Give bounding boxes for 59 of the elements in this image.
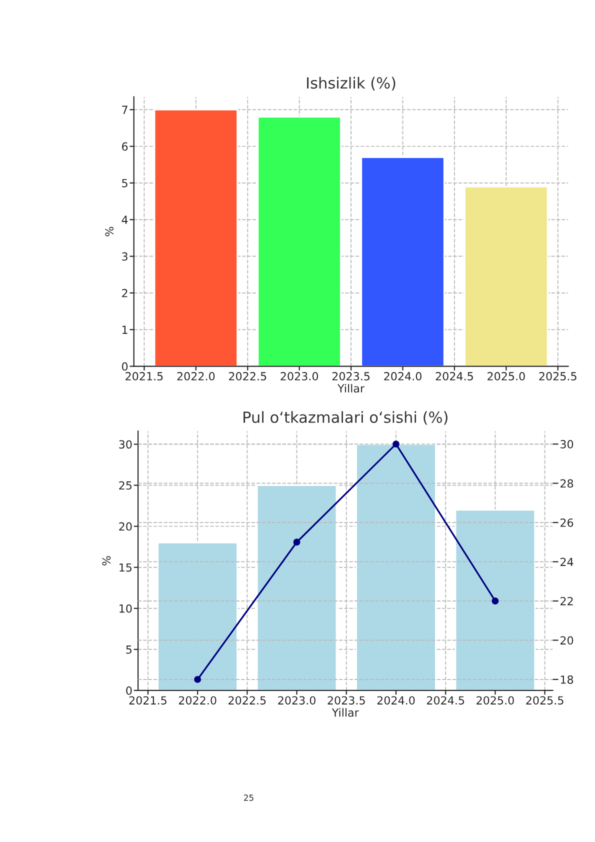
y-tick-label: 15 <box>120 563 132 572</box>
bar <box>257 116 342 366</box>
x-tick-label: 2021.5 <box>126 372 163 380</box>
y2-tick-label: 22 <box>560 596 573 606</box>
y2-tick-label: 24 <box>560 558 574 566</box>
y-tick-label: 6 <box>122 142 128 151</box>
y-tick-label: 20 <box>119 522 132 531</box>
x-tick-label: 2024.0 <box>384 372 422 380</box>
y2-tick-label: 26 <box>560 518 574 527</box>
point <box>194 676 202 683</box>
bar <box>356 444 436 690</box>
y-tick-label: 0 <box>122 362 128 371</box>
x-tick-label: 2023.0 <box>280 372 318 380</box>
x-tick-label: 2025.5 <box>539 372 576 380</box>
point <box>492 598 499 604</box>
y-tick-label: 3 <box>122 252 128 261</box>
text: 25 <box>244 794 254 801</box>
bar <box>256 484 338 690</box>
bar <box>157 542 238 690</box>
y-tick-label: 5 <box>122 179 128 188</box>
y-tick-label: 10 <box>120 604 132 613</box>
x-axis-title: Yillar <box>338 384 365 393</box>
y-axis-title: % <box>102 556 111 566</box>
point <box>293 538 300 546</box>
x-tick-label: 2024.0 <box>377 696 415 705</box>
y2-tick-label: 28 <box>560 479 574 488</box>
y-tick-label: 5 <box>126 646 132 654</box>
point <box>392 440 400 448</box>
x-tick-label: 2024.5 <box>436 372 473 380</box>
x-tick-label: 2021.5 <box>129 696 166 705</box>
x-tick-label: 2022.0 <box>177 372 215 380</box>
x-tick-label: 2022.5 <box>229 372 266 380</box>
x-tick-label: 2023.5 <box>328 696 365 705</box>
chart-title: Pul o‘tkazmalari o‘sishi (%) <box>244 411 448 425</box>
y-tick-label: 25 <box>119 481 132 490</box>
y-tick-label: 4 <box>122 216 128 224</box>
x-tick-label: 2022.0 <box>178 696 216 705</box>
y-tick-label: 30 <box>119 440 132 449</box>
y-axis-title: % <box>105 226 114 236</box>
x-tick-label: 2025.5 <box>526 696 564 705</box>
y-tick-label: 1 <box>122 326 128 334</box>
x-tick-label: 2025.0 <box>476 696 514 705</box>
x-tick-label: 2023.5 <box>332 372 370 380</box>
bar <box>454 509 536 690</box>
y-tick-label: 2 <box>122 288 128 298</box>
x-tick-label: 2022.5 <box>228 696 266 705</box>
y2-tick-label: 30 <box>560 440 574 448</box>
y2-tick-label: 18 <box>560 675 574 684</box>
y-tick-label: 0 <box>126 686 132 695</box>
y2-tick-label: 20 <box>560 636 574 645</box>
x-tick-label: 2024.5 <box>426 696 464 705</box>
y-tick-label: 7 <box>122 106 128 114</box>
x-tick-label: 2023.0 <box>278 696 316 705</box>
x-tick-label: 2025.0 <box>488 372 525 380</box>
chart-title: Ishsizlik (%) <box>307 76 396 91</box>
x-axis-title: Yillar <box>332 708 359 717</box>
bar <box>154 108 238 366</box>
bar <box>464 186 548 366</box>
bar <box>360 156 445 366</box>
